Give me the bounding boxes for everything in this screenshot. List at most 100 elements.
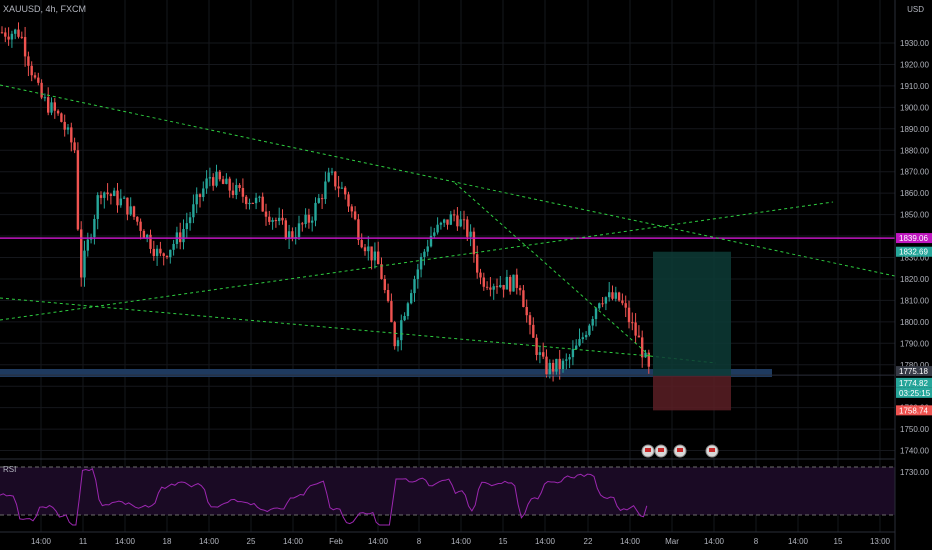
candle-body [258, 196, 261, 198]
candle-body [400, 320, 403, 341]
time-tick-label: 22 [584, 537, 593, 546]
time-tick-label: 14:00 [368, 537, 389, 546]
candle-body [515, 274, 518, 288]
rsi-line [0, 467, 648, 526]
candle-body [469, 231, 472, 237]
candle-body [132, 206, 136, 217]
time-axis[interactable]: 14:00 11 14:00 18 14:00 25 14:00 Feb 14:00 8 14:00… [0, 531, 895, 546]
price-tag [896, 366, 932, 377]
candle-body [109, 194, 113, 196]
candle-body [575, 345, 578, 350]
trendline[interactable] [0, 84, 896, 277]
rsi-panel: 60.0040.0020.00 [0, 458, 921, 533]
candle-body [192, 204, 195, 218]
price-tick-label: 1890.00 [900, 125, 929, 134]
candle-body [505, 276, 509, 290]
rsi-label[interactable]: RSI [3, 465, 17, 474]
candle-body [274, 220, 278, 222]
candle-body [476, 254, 479, 273]
candle-body [555, 358, 558, 372]
candle-body [433, 232, 436, 236]
candle-body [228, 178, 231, 191]
candle-body [403, 316, 406, 321]
candle-body [238, 185, 241, 188]
time-tick-label: 14:00 [620, 537, 641, 546]
flag-icon [677, 448, 683, 452]
price-tag [896, 405, 932, 416]
trendline[interactable] [0, 297, 651, 357]
price-tick-label: 1920.00 [900, 60, 929, 69]
long-position-tool[interactable] [653, 251, 731, 411]
candle-body [129, 206, 132, 215]
time-tick-label: 15 [499, 537, 508, 546]
candle-body [641, 337, 644, 358]
candle-body [60, 113, 63, 122]
candle-body [601, 303, 604, 305]
candle-body [301, 223, 304, 225]
candle-body [172, 243, 175, 250]
candle-body [63, 121, 66, 130]
candle-body [23, 37, 27, 57]
candle-body [350, 206, 353, 212]
candle-body [647, 352, 650, 367]
candle-body [525, 307, 528, 316]
candle-body [416, 269, 419, 280]
candle-body [370, 246, 373, 261]
candle-body [456, 215, 459, 227]
candle-body [53, 102, 56, 111]
candle-body [617, 292, 621, 301]
candle-body [324, 181, 327, 200]
time-tick-label: 14:00 [115, 537, 136, 546]
support-zone[interactable] [0, 369, 772, 377]
candle-body [4, 32, 7, 37]
candle-body [317, 198, 320, 203]
time-tick-label: 25 [247, 537, 256, 546]
candle-body [466, 219, 469, 237]
candle-body [10, 33, 14, 40]
price-tag-label: 03:25:15 [899, 389, 931, 398]
candle-body [103, 192, 106, 198]
symbol-title[interactable]: XAUUSD, 4h, FXCM [3, 4, 87, 14]
candle-body [56, 110, 60, 114]
candle-body [482, 277, 485, 287]
candle-body [396, 340, 400, 347]
time-tick-label: 15 [834, 537, 843, 546]
candle-body [311, 220, 314, 223]
candle-body [634, 322, 637, 336]
candle-body [621, 300, 624, 304]
candle-body [122, 197, 126, 199]
candle-body [245, 196, 248, 205]
time-tick-label: 14:00 [31, 537, 52, 546]
take-profit-zone[interactable] [653, 251, 731, 376]
candle-body [551, 362, 555, 372]
event-icons[interactable] [641, 444, 719, 458]
candles [0, 22, 650, 382]
candle-body [241, 187, 245, 197]
candle-body [383, 278, 386, 291]
candle-body [261, 196, 264, 212]
time-tick-label: Feb [329, 537, 343, 546]
candle-body [390, 301, 393, 323]
trendline[interactable] [454, 182, 651, 357]
time-tick-label: 8 [754, 537, 759, 546]
drawings[interactable] [0, 84, 896, 376]
candle-body [185, 223, 188, 230]
stop-loss-zone[interactable] [653, 375, 731, 411]
candle-body [40, 82, 43, 98]
trendline[interactable] [0, 201, 834, 321]
candle-body [330, 171, 334, 173]
rsi-band [0, 467, 895, 515]
candle-body [14, 29, 17, 34]
candle-body [76, 150, 80, 230]
candle-body [360, 240, 363, 248]
candle-body [254, 197, 258, 204]
candle-body [561, 360, 565, 370]
price-axis[interactable]: 1930.00 1920.00 1910.00 1900.00 1890.00 1880.… [894, 0, 932, 550]
candle-body [509, 276, 512, 292]
candle-body [17, 29, 20, 37]
price-tick-label: 1830.00 [900, 254, 929, 263]
candle-body [624, 303, 627, 308]
candle-body [406, 303, 410, 317]
candle-body [159, 248, 162, 254]
